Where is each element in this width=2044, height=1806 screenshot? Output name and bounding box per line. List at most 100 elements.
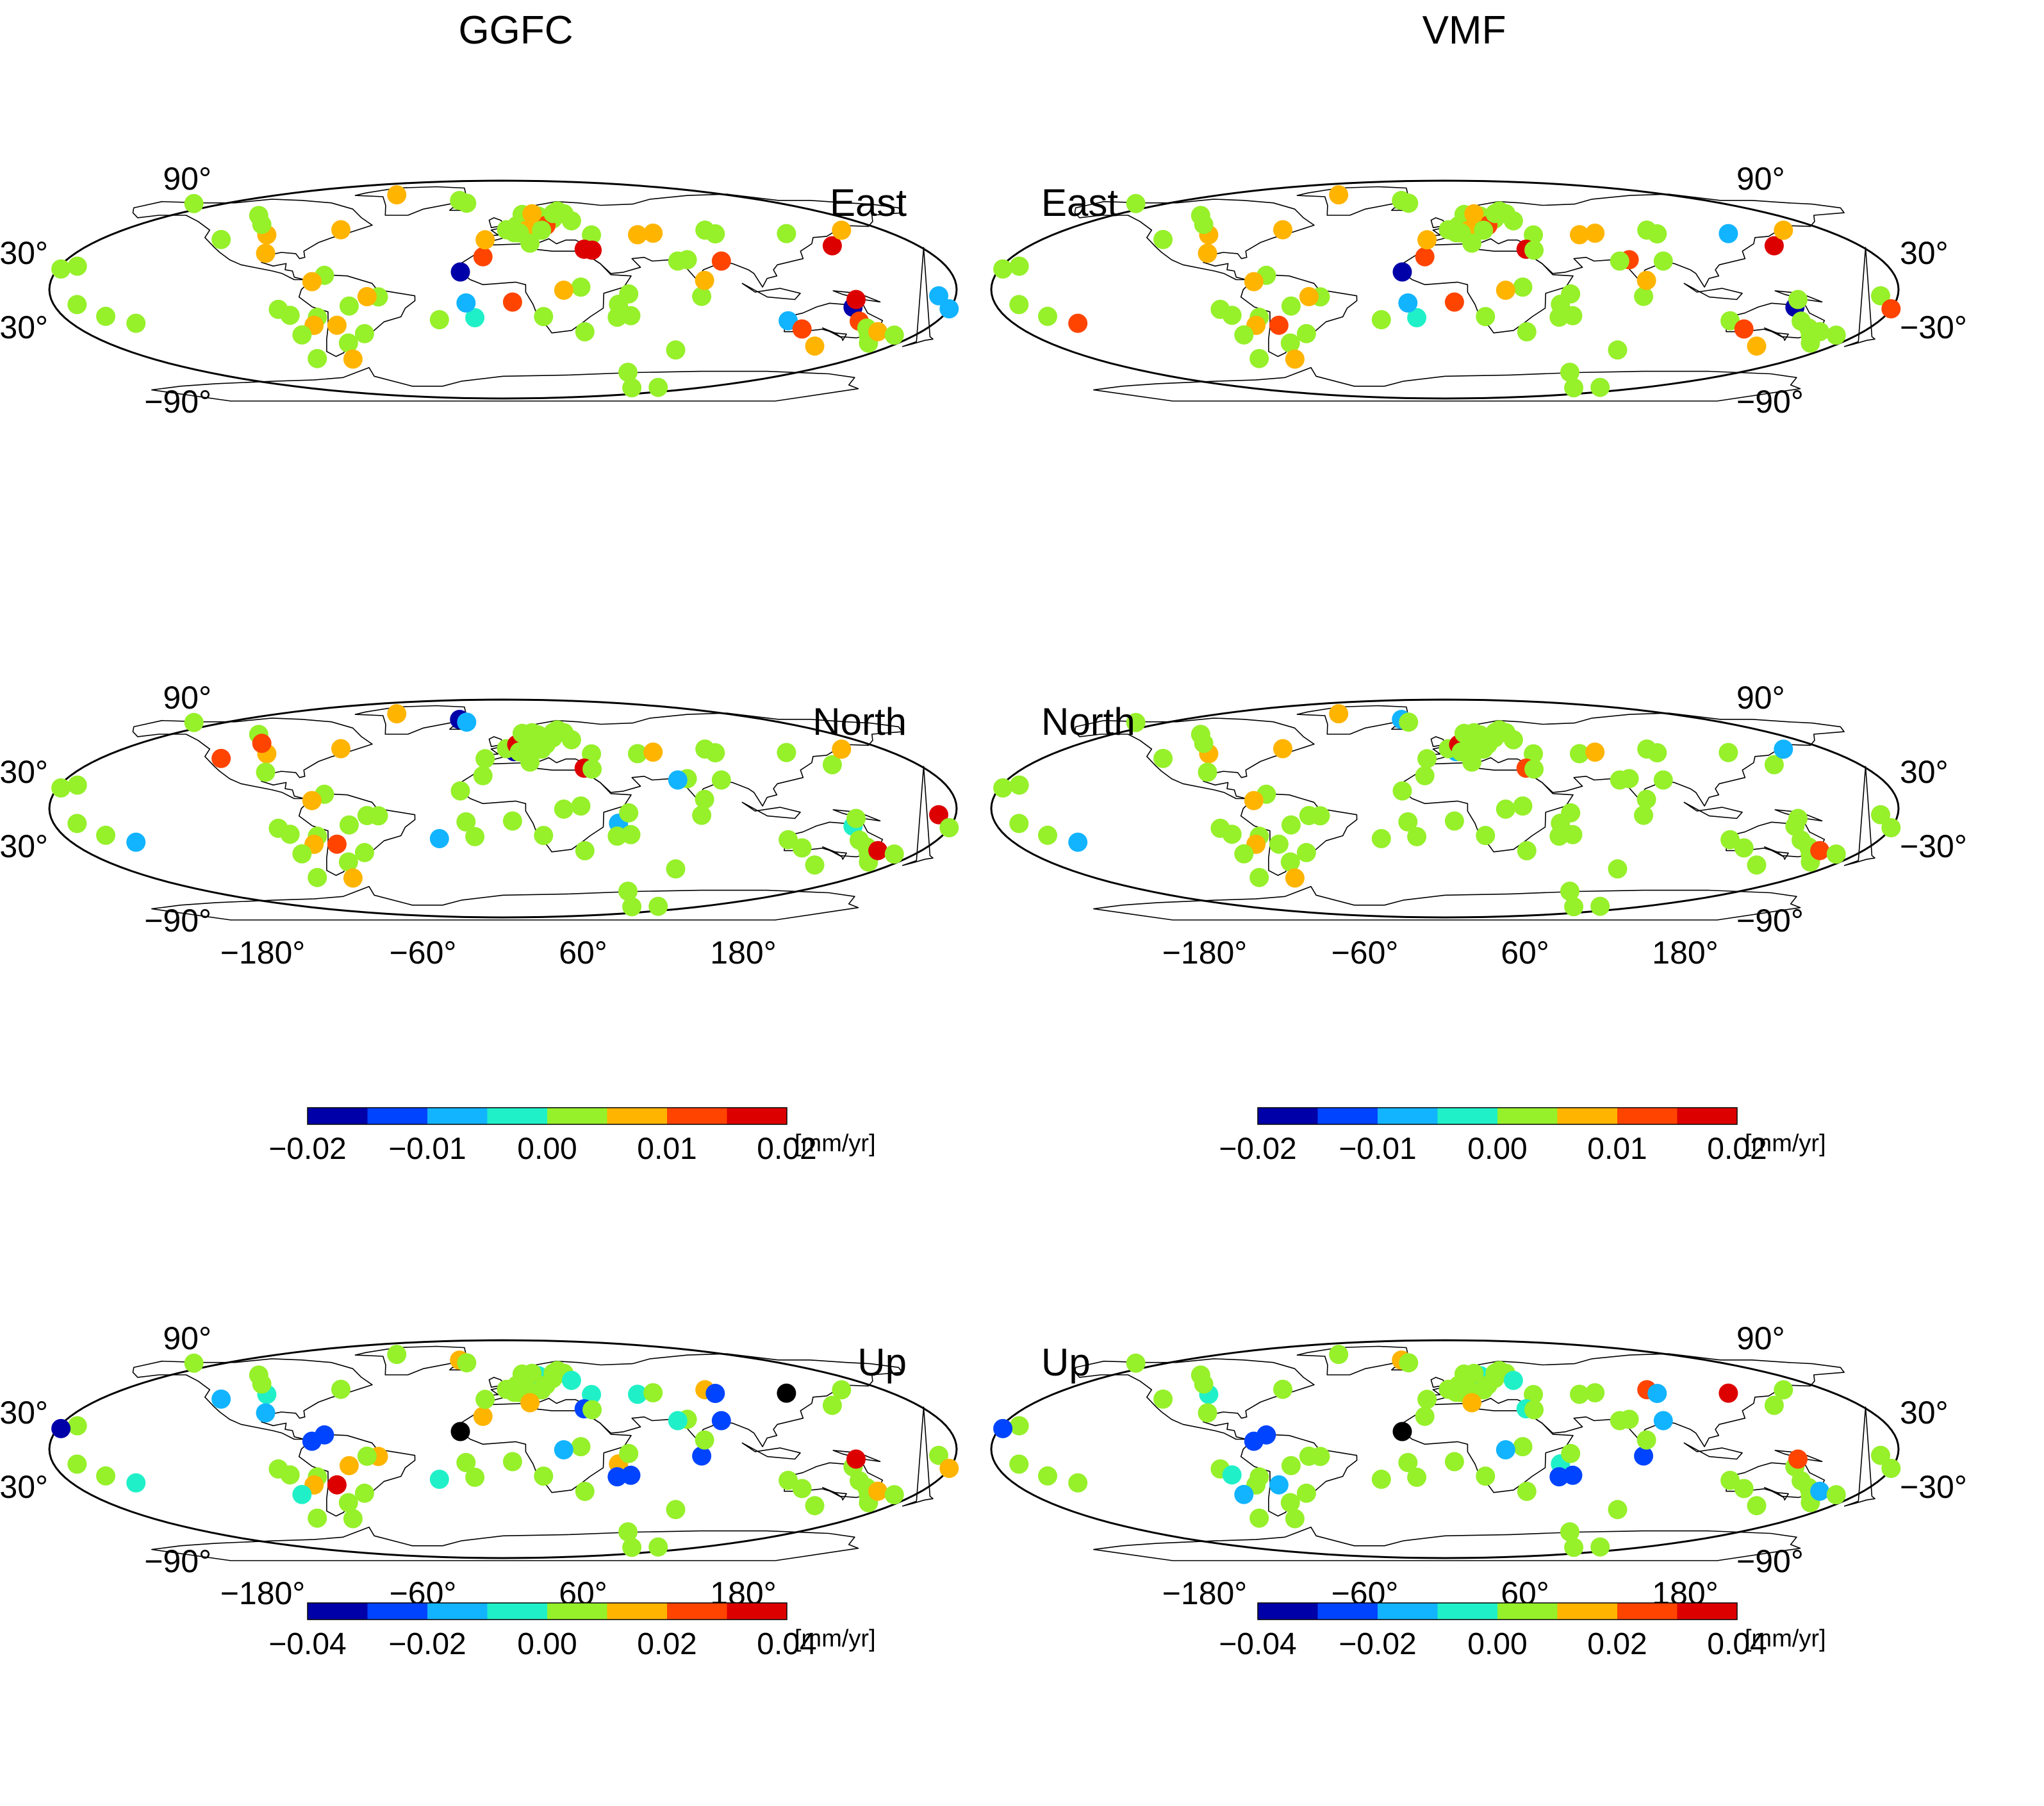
station-marker bbox=[1068, 832, 1088, 852]
station-marker bbox=[520, 752, 540, 772]
station-marker bbox=[51, 1418, 71, 1438]
colorbar-up-vmf: −0.04 −0.02 0.00 0.02 0.04[mm/yr] bbox=[1219, 1602, 1826, 1661]
station-marker bbox=[619, 803, 639, 823]
station-marker bbox=[711, 1411, 731, 1431]
station-marker bbox=[648, 1537, 668, 1557]
colorbar-tick-label: 0.01 bbox=[1587, 1132, 1647, 1166]
lat-tick-labels: 90° 30° −30° −90° bbox=[0, 680, 211, 939]
station-marker bbox=[1038, 306, 1057, 326]
station-marker bbox=[1590, 896, 1610, 916]
lat-tick-labels: 90° 30° −30° −90° bbox=[0, 1320, 211, 1579]
station-marker bbox=[648, 377, 668, 397]
lon-tick-label: −180° bbox=[1162, 1575, 1248, 1611]
station-marker bbox=[1462, 233, 1482, 253]
station-marker bbox=[1788, 1449, 1808, 1469]
coastline-na bbox=[1074, 199, 1315, 281]
station-marker bbox=[1653, 251, 1673, 271]
station-markers bbox=[993, 185, 1901, 398]
station-marker bbox=[554, 281, 573, 300]
station-marker bbox=[1826, 844, 1846, 864]
station-marker bbox=[1296, 1483, 1316, 1503]
lat-tick-label: 90° bbox=[1736, 680, 1785, 716]
lat-tick-label: 30° bbox=[1900, 1395, 1949, 1431]
station-marker bbox=[705, 743, 725, 762]
station-marker bbox=[292, 1484, 312, 1504]
station-marker bbox=[1280, 333, 1300, 353]
station-marker bbox=[357, 1447, 377, 1466]
station-marker bbox=[1464, 204, 1484, 224]
station-marker bbox=[473, 1406, 493, 1426]
lat-tick-label: 30° bbox=[1900, 754, 1949, 790]
station-marker bbox=[302, 272, 322, 291]
station-marker bbox=[1417, 749, 1437, 769]
station-marker bbox=[648, 896, 668, 916]
station-marker bbox=[561, 211, 581, 231]
station-marker bbox=[126, 313, 146, 333]
station-marker bbox=[1399, 712, 1419, 732]
lat-tick-label: 90° bbox=[163, 1320, 211, 1356]
map-frame bbox=[990, 1339, 1900, 1559]
station-marker bbox=[1563, 825, 1583, 844]
station-marker bbox=[1273, 220, 1292, 240]
station-marker bbox=[993, 259, 1013, 279]
station-marker bbox=[929, 1445, 948, 1465]
station-marker bbox=[822, 1395, 842, 1415]
station-marker bbox=[1234, 1484, 1254, 1504]
station-marker bbox=[126, 832, 146, 852]
lat-tick-label: −90° bbox=[144, 384, 211, 420]
colorbar-swatch bbox=[1617, 1603, 1677, 1620]
station-marker bbox=[618, 363, 638, 382]
station-marker bbox=[711, 770, 731, 790]
lat-tick-label: 30° bbox=[0, 235, 48, 271]
colorbar-swatch bbox=[1437, 1603, 1498, 1620]
station-marker bbox=[543, 204, 563, 224]
station-marker bbox=[1249, 1508, 1269, 1528]
station-marker bbox=[1871, 1445, 1890, 1465]
station-marker bbox=[1720, 1470, 1740, 1490]
lat-tick-label: −30° bbox=[0, 828, 48, 864]
station-marker bbox=[643, 1383, 663, 1402]
lat-tick-labels: 90° 30° −30° −90° bbox=[1736, 1320, 1967, 1579]
colorbar-swatch bbox=[547, 1108, 607, 1124]
station-marker bbox=[1476, 307, 1496, 327]
station-marker bbox=[256, 243, 276, 263]
colorbar-unit: [mm/yr] bbox=[1745, 1130, 1826, 1157]
colorbar-tick-label: 0.00 bbox=[1467, 1132, 1527, 1166]
station-marker bbox=[1153, 748, 1173, 768]
station-marker bbox=[1871, 805, 1890, 825]
station-marker bbox=[571, 796, 591, 816]
station-marker bbox=[1517, 1481, 1537, 1501]
colorbar-swatch bbox=[727, 1603, 787, 1620]
station-marker bbox=[1194, 734, 1214, 753]
station-marker bbox=[1371, 1470, 1391, 1489]
station-marker bbox=[868, 322, 888, 341]
station-marker bbox=[575, 322, 595, 341]
station-marker bbox=[67, 775, 87, 795]
station-marker bbox=[126, 1473, 146, 1493]
coastline-na bbox=[132, 718, 373, 800]
lon-tick-labels: −180° −60° 60° 180° bbox=[220, 935, 777, 971]
station-marker bbox=[1517, 322, 1537, 341]
component-label-up: Up bbox=[1041, 1341, 1091, 1384]
station-marker bbox=[1009, 814, 1029, 833]
station-marker bbox=[582, 240, 602, 260]
station-marker bbox=[1720, 311, 1740, 331]
station-marker bbox=[822, 236, 842, 256]
station-marker bbox=[571, 277, 591, 297]
station-marker bbox=[619, 1443, 639, 1463]
station-marker bbox=[327, 1475, 347, 1495]
station-marker bbox=[96, 1466, 115, 1486]
station-marker bbox=[211, 229, 231, 249]
coastline-indo bbox=[741, 283, 801, 300]
station-marker bbox=[1810, 322, 1830, 341]
station-marker bbox=[1009, 295, 1029, 315]
station-marker bbox=[1485, 204, 1505, 224]
station-marker bbox=[1774, 220, 1793, 240]
column-title-ggfc: GGFC bbox=[458, 8, 573, 53]
colorbar-tick-label: 0.00 bbox=[517, 1627, 577, 1661]
station-marker bbox=[628, 1384, 647, 1404]
colorbar-swatch bbox=[607, 1603, 668, 1620]
station-marker bbox=[805, 855, 825, 875]
station-marker bbox=[67, 814, 87, 833]
station-marker bbox=[475, 1390, 495, 1409]
